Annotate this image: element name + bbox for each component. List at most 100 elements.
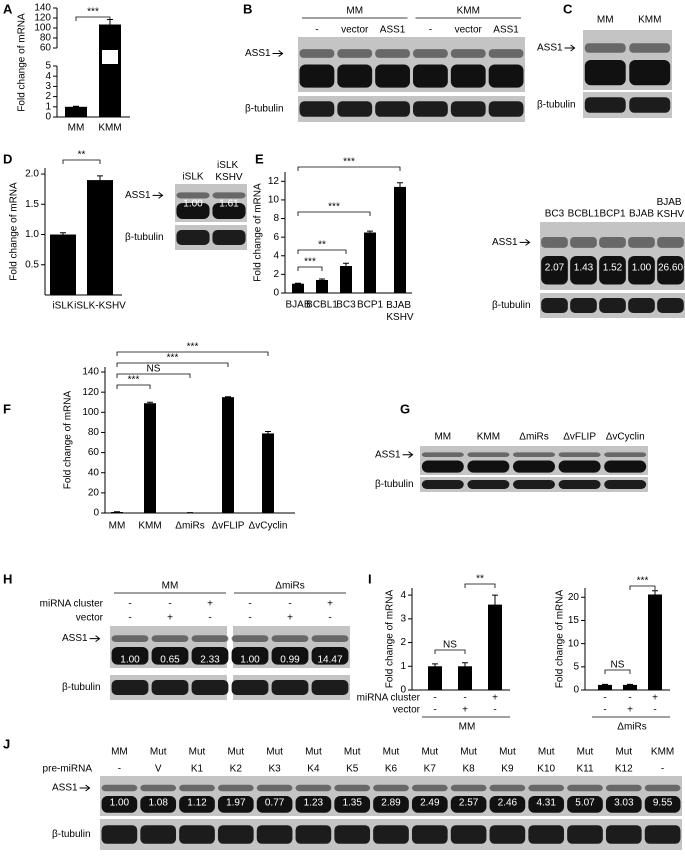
blot-band (212, 230, 246, 245)
condition-value: + (652, 693, 658, 704)
blot-band (541, 298, 568, 313)
panel-letter: B (243, 1, 252, 16)
blot-band (570, 256, 597, 285)
condition-value: K4 (307, 764, 320, 775)
lane-label: MM (434, 432, 451, 443)
blot-band (541, 256, 568, 285)
error-bar (295, 282, 301, 285)
quantification: 1.00 (240, 655, 260, 666)
y-tick-label: 5 (45, 61, 51, 72)
condition-value: + (287, 613, 293, 624)
group-label: MM (162, 581, 179, 592)
significance-bracket (116, 351, 269, 356)
lane-label: Mut (383, 747, 400, 758)
quantification: 0.65 (160, 655, 180, 666)
condition-value: - (128, 599, 131, 610)
significance-label: *** (167, 353, 179, 364)
y-tick-label: 6 (273, 232, 279, 243)
row-arrow (519, 239, 531, 246)
y-tick-label: 40 (88, 467, 100, 478)
blot-band (311, 647, 349, 665)
blot-band (488, 49, 524, 58)
blot-band (179, 796, 215, 813)
blot-band (513, 480, 555, 489)
quantification: 2.46 (498, 798, 518, 809)
condition-value: + (462, 705, 468, 716)
lane-label: Mut (460, 747, 477, 758)
blot-band (256, 825, 293, 844)
blot-band (231, 635, 269, 642)
bar (222, 397, 234, 513)
significance-bracket (116, 384, 151, 389)
blot-band (528, 784, 565, 792)
row-label: ASS1 (52, 783, 78, 794)
error-bar (225, 396, 231, 399)
y-tick-label: 1 (45, 101, 51, 112)
y-tick-label: 80 (88, 427, 100, 438)
blot-band (413, 49, 448, 58)
bar (394, 186, 406, 293)
blot-band (176, 203, 210, 219)
y-tick-label: 1 (400, 661, 406, 672)
blot-band (421, 452, 464, 458)
y-tick-label: 100 (82, 407, 99, 418)
row-arrow (89, 635, 101, 642)
blot-band (450, 825, 487, 844)
row-label: β-tubulin (375, 479, 414, 490)
blot-band (584, 43, 626, 53)
y-tick-label: 60 (40, 43, 52, 54)
y-tick-label: 20 (88, 488, 100, 499)
blot-band (450, 49, 486, 58)
quantification: 2.49 (420, 798, 440, 809)
x-tick-label: ΔvFLIP (212, 521, 245, 532)
condition-value: + (167, 613, 173, 624)
blot-band (231, 647, 269, 665)
error-bar (60, 232, 66, 237)
blot-band (337, 101, 373, 117)
y-tick-label: 0 (45, 112, 51, 123)
significance-bracket (604, 669, 631, 674)
panel-letter: J (3, 736, 10, 751)
condition-value: - (328, 613, 331, 624)
blot-band (337, 64, 373, 88)
error-bar (397, 182, 403, 192)
bar (316, 279, 328, 293)
significance-label: *** (187, 342, 199, 353)
y-tick-label: 4 (45, 71, 51, 82)
lane-label: Mut (266, 747, 283, 758)
blot-band (256, 796, 293, 813)
condition-value: K5 (346, 764, 359, 775)
panel-letter: H (3, 571, 12, 586)
significance-label: NS (443, 640, 457, 651)
blot-band (101, 796, 138, 813)
blot-band (570, 298, 597, 313)
quantification: 1.08 (148, 798, 168, 809)
quantification: 14.47 (317, 655, 342, 666)
condition-value: K2 (230, 764, 243, 775)
quantification: 1.43 (574, 263, 594, 274)
blot-band (450, 784, 487, 792)
blot-band (558, 460, 601, 473)
blot-band (604, 460, 647, 473)
lane-label: ΔmiRs (519, 432, 548, 443)
quantification: 0.77 (265, 798, 285, 809)
x-tick-label: BJAB KSHV (386, 300, 414, 323)
blot-band (295, 825, 332, 844)
blot-band (101, 825, 138, 844)
blot-band (140, 784, 177, 792)
blot-band (179, 784, 215, 792)
lane-label: Mut (227, 747, 244, 758)
y-tick-label: 120 (34, 13, 51, 24)
condition-value: + (207, 599, 213, 610)
blot-band (179, 825, 215, 844)
blot-band (256, 784, 293, 792)
blot-band (657, 298, 684, 313)
condition-value: - (208, 613, 211, 624)
significance-bracket (629, 585, 656, 590)
condition-label: miRNA cluster (40, 599, 104, 610)
quantification: 1.00 (183, 199, 203, 210)
y-tick-label: 0 (573, 685, 579, 696)
blot-band (411, 825, 448, 844)
